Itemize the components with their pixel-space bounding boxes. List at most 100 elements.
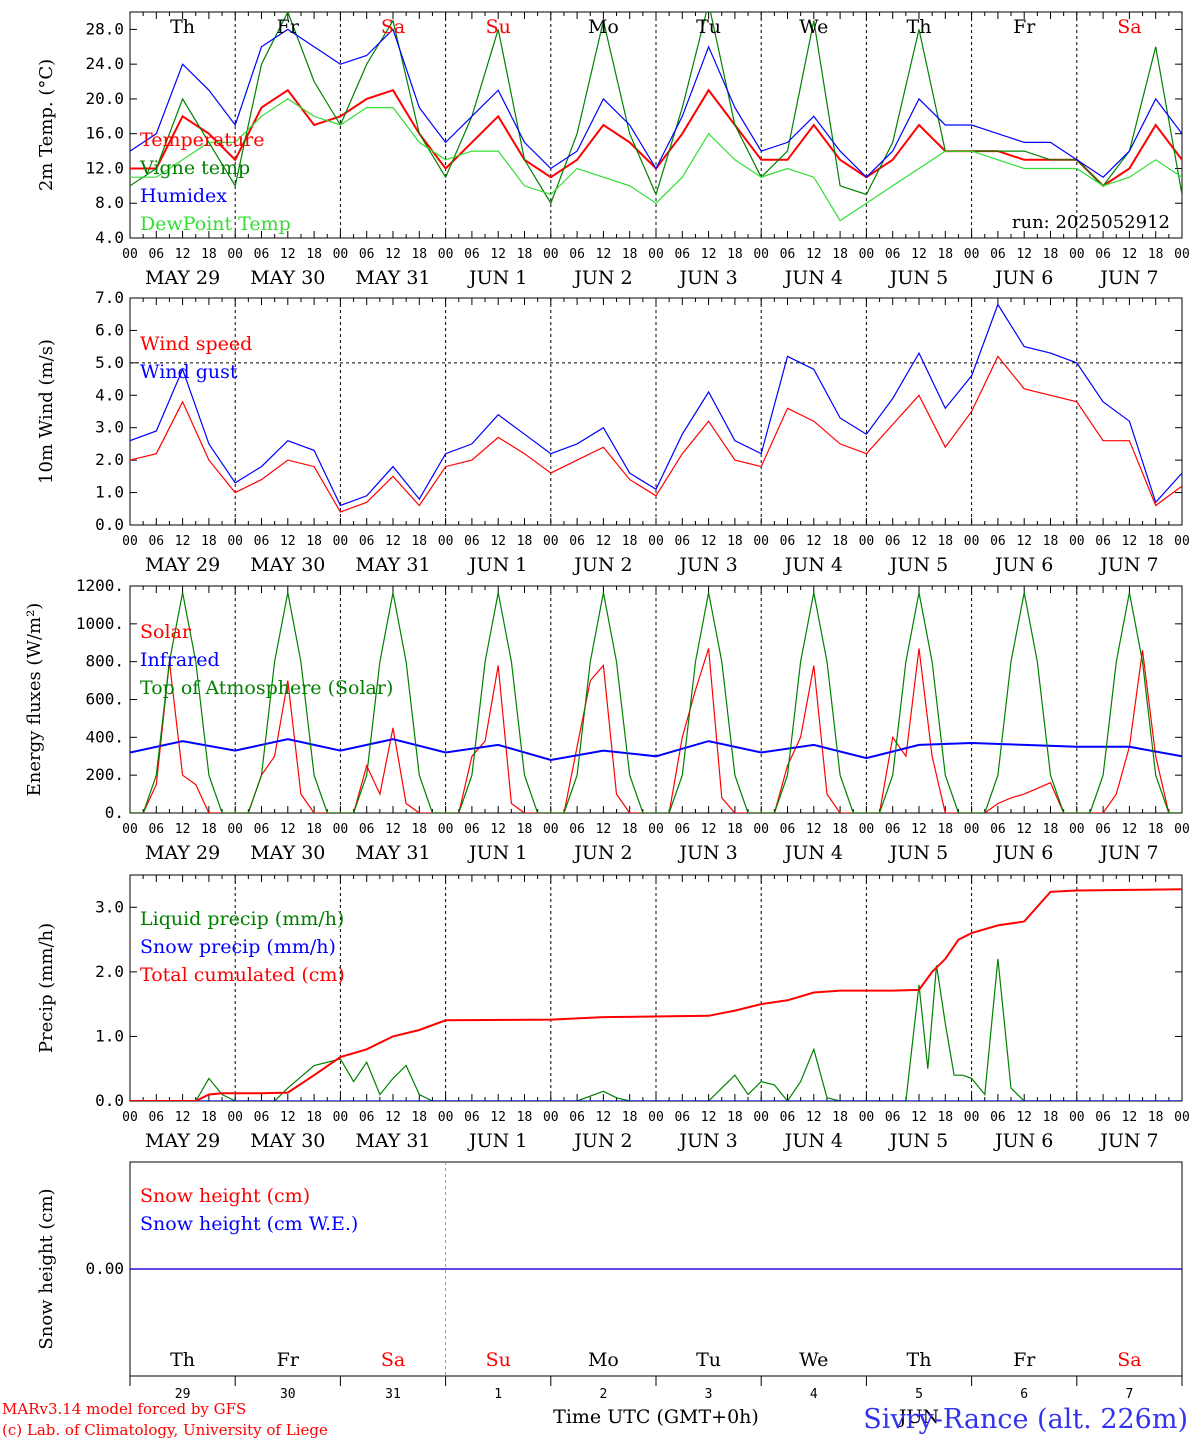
hour-tick-label: 12 [806, 534, 822, 549]
day-label-top: Tu [696, 16, 721, 38]
legend-entry: Temperature [140, 129, 264, 151]
y-tick-label: 800. [85, 652, 124, 671]
hour-tick-label: 00 [543, 247, 559, 262]
date-label: JUN 2 [572, 267, 632, 289]
date-label: JUN 4 [783, 1130, 843, 1152]
y-tick-label: 5.0 [95, 353, 124, 372]
hour-tick-label: 06 [1095, 1110, 1111, 1125]
hour-tick-label: 00 [1069, 247, 1085, 262]
hour-tick-label: 18 [411, 822, 427, 837]
y-tick-label: 1.0 [95, 1026, 124, 1045]
hour-tick-label: 06 [1095, 247, 1111, 262]
date-label: JUN 1 [467, 554, 527, 576]
day-number: 5 [915, 1387, 923, 1402]
hour-tick-label: 12 [806, 822, 822, 837]
date-label: MAY 31 [355, 842, 430, 864]
hour-tick-label: 00 [753, 534, 769, 549]
hour-tick-label: 00 [964, 822, 980, 837]
day-label-bottom: Tu [696, 1349, 721, 1371]
hour-tick-label: 18 [411, 534, 427, 549]
credit-line: MARv3.14 model forced by GFS [2, 1400, 246, 1418]
legend-entry: Snow precip (mm/h) [140, 936, 336, 958]
hour-tick-label: 06 [990, 1110, 1006, 1125]
panel-1: 2m Temp. (°C) [36, 11, 1183, 239]
hour-tick-label: 12 [701, 534, 717, 549]
month-label: JUN [897, 1406, 939, 1428]
y-tick-label: 0.0 [95, 515, 124, 534]
hour-tick-label: 06 [359, 247, 375, 262]
hour-tick-label: 12 [175, 822, 191, 837]
hour-tick-label: 12 [1016, 822, 1032, 837]
hour-tick-label: 12 [385, 534, 401, 549]
y-tick-label: 12.0 [85, 158, 124, 177]
hour-tick-label: 00 [122, 822, 138, 837]
legend-entry: Vigne temp [139, 157, 250, 179]
date-label: JUN 4 [783, 267, 843, 289]
hour-tick-label: 00 [964, 247, 980, 262]
hour-tick-label: 12 [701, 247, 717, 262]
hour-tick-label: 18 [201, 247, 217, 262]
hour-tick-label: 06 [464, 1110, 480, 1125]
hour-tick-label: 12 [1016, 534, 1032, 549]
legend-entry: Total cumulated (cm) [140, 964, 345, 986]
hour-tick-label: 18 [201, 534, 217, 549]
date-label: JUN 2 [572, 554, 632, 576]
hour-tick-label: 12 [1122, 247, 1138, 262]
hour-tick-label: 18 [937, 822, 953, 837]
hour-tick-label: 06 [990, 822, 1006, 837]
hour-tick-label: 00 [648, 534, 664, 549]
hour-tick-label: 00 [1174, 247, 1190, 262]
date-label: MAY 31 [355, 554, 430, 576]
hour-tick-label: 06 [254, 247, 270, 262]
hour-tick-label: 18 [727, 1110, 743, 1125]
series-line-solar [130, 648, 1182, 813]
hour-tick-label: 06 [1095, 822, 1111, 837]
date-label: MAY 30 [250, 267, 325, 289]
hour-tick-label: 06 [885, 822, 901, 837]
date-label: JUN 5 [888, 1130, 948, 1152]
hour-tick-label: 12 [490, 1110, 506, 1125]
hour-tick-label: 18 [306, 1110, 322, 1125]
hour-tick-label: 12 [280, 534, 296, 549]
hour-tick-label: 12 [175, 247, 191, 262]
hour-tick-label: 18 [1043, 534, 1059, 549]
hour-tick-label: 18 [1148, 822, 1164, 837]
hour-tick-label: 00 [333, 247, 349, 262]
hour-tick-label: 00 [1069, 822, 1085, 837]
y-tick-label: 28.0 [85, 19, 124, 38]
day-number: 7 [1125, 1387, 1133, 1402]
day-label-bottom: Sa [1117, 1349, 1141, 1371]
day-label-top: Fr [277, 16, 300, 38]
day-label-top: We [799, 16, 828, 38]
y-tick-label: 24.0 [85, 54, 124, 73]
hour-tick-label: 12 [385, 247, 401, 262]
hour-tick-label: 18 [517, 1110, 533, 1125]
series-line-humidex [130, 28, 1182, 179]
hour-tick-label: 00 [859, 247, 875, 262]
y-tick-label: 0.0 [95, 1091, 124, 1110]
day-number: 1 [494, 1387, 502, 1402]
hour-tick-label: 18 [306, 247, 322, 262]
date-label: JUN 4 [783, 554, 843, 576]
date-label: JUN 4 [783, 842, 843, 864]
legend-entry: Top of Atmosphere (Solar) [140, 677, 393, 699]
hour-tick-label: 18 [1043, 1110, 1059, 1125]
hour-tick-label: 00 [859, 1110, 875, 1125]
hour-tick-label: 12 [175, 534, 191, 549]
date-label: MAY 30 [250, 842, 325, 864]
hour-tick-label: 12 [596, 247, 612, 262]
hour-tick-label: 00 [1069, 1110, 1085, 1125]
date-label: MAY 29 [145, 267, 220, 289]
hour-tick-label: 18 [306, 822, 322, 837]
date-label: MAY 31 [355, 267, 430, 289]
hour-tick-label: 18 [517, 247, 533, 262]
hour-tick-label: 18 [937, 1110, 953, 1125]
hour-tick-label: 00 [648, 247, 664, 262]
day-number: 2 [599, 1387, 607, 1402]
legend-entry: Snow height (cm W.E.) [140, 1213, 358, 1235]
hour-tick-label: 00 [227, 247, 243, 262]
date-label: JUN 6 [993, 1130, 1053, 1152]
y-tick-label: 7.0 [95, 288, 124, 307]
hour-tick-label: 06 [148, 1110, 164, 1125]
hour-tick-label: 18 [517, 822, 533, 837]
